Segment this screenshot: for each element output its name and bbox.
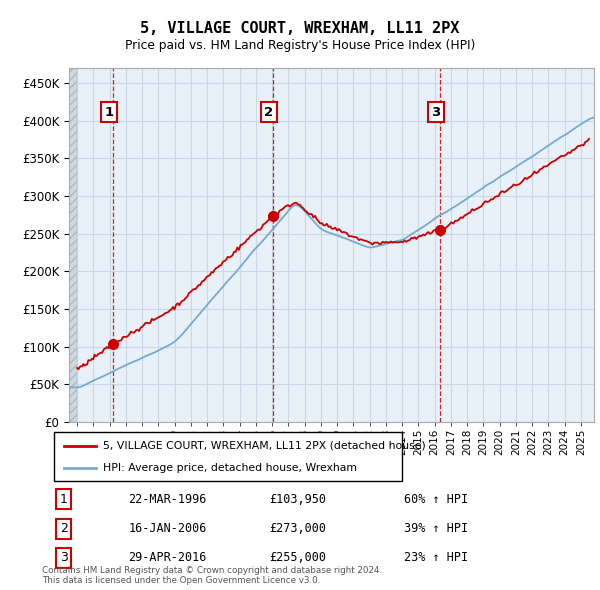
Text: 5, VILLAGE COURT, WREXHAM, LL11 2PX (detached house): 5, VILLAGE COURT, WREXHAM, LL11 2PX (det… xyxy=(103,441,425,451)
Text: 16-JAN-2006: 16-JAN-2006 xyxy=(128,522,207,535)
Text: 39% ↑ HPI: 39% ↑ HPI xyxy=(404,522,468,535)
Text: 60% ↑ HPI: 60% ↑ HPI xyxy=(404,493,468,506)
Text: 2: 2 xyxy=(59,522,68,535)
Text: 5, VILLAGE COURT, WREXHAM, LL11 2PX: 5, VILLAGE COURT, WREXHAM, LL11 2PX xyxy=(140,21,460,35)
FancyBboxPatch shape xyxy=(54,432,402,481)
Text: HPI: Average price, detached house, Wrexham: HPI: Average price, detached house, Wrex… xyxy=(103,463,357,473)
Text: 3: 3 xyxy=(59,551,68,564)
Text: £273,000: £273,000 xyxy=(269,522,326,535)
Text: 1: 1 xyxy=(104,106,114,119)
Text: £255,000: £255,000 xyxy=(269,551,326,564)
Text: 3: 3 xyxy=(431,106,440,119)
Bar xyxy=(69,68,77,422)
Text: 1: 1 xyxy=(59,493,68,506)
Text: 29-APR-2016: 29-APR-2016 xyxy=(128,551,207,564)
Text: Contains HM Land Registry data © Crown copyright and database right 2024.
This d: Contains HM Land Registry data © Crown c… xyxy=(42,566,382,585)
Text: £103,950: £103,950 xyxy=(269,493,326,506)
Text: 2: 2 xyxy=(264,106,274,119)
Text: Price paid vs. HM Land Registry's House Price Index (HPI): Price paid vs. HM Land Registry's House … xyxy=(125,39,475,52)
Text: 23% ↑ HPI: 23% ↑ HPI xyxy=(404,551,468,564)
Text: 22-MAR-1996: 22-MAR-1996 xyxy=(128,493,207,506)
